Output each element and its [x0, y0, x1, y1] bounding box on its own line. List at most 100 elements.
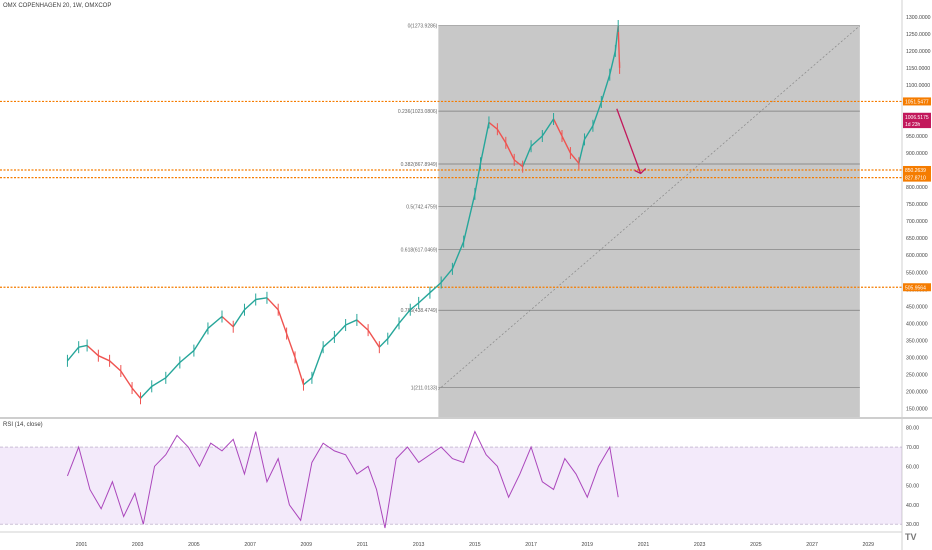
price-bar — [243, 298, 257, 311]
fib-level-label: 0.618(617.0469) — [401, 247, 438, 253]
price-label-badge — [903, 97, 931, 106]
chart-symbol-title[interactable]: OMX COPENHAGEN 20, 1W, OMXCOP — [3, 3, 112, 9]
trend-line-dashed — [438, 25, 861, 391]
rsi-title[interactable]: RSI (14, close) — [3, 422, 43, 428]
time-axis-tick: 2029 — [863, 542, 875, 548]
rsi-axis-tick: 40.00 — [906, 503, 919, 509]
price-label-text: 827.8710 — [905, 176, 926, 182]
price-bar — [139, 385, 153, 399]
time-axis-tick: 2013 — [413, 542, 425, 548]
price-axis-tick: 800.0000 — [906, 185, 928, 191]
price-axis-tick: 350.0000 — [906, 338, 928, 344]
price-bar — [345, 319, 358, 326]
price-axis-tick: 1200.0000 — [906, 49, 931, 55]
projection-arrow — [616, 108, 642, 174]
price-label-badge — [903, 173, 931, 182]
price-bar — [462, 193, 476, 242]
price-bar — [541, 118, 555, 137]
price-bar — [409, 302, 420, 311]
time-axis-tick: 2017 — [525, 542, 537, 548]
rsi-axis-tick: 50.00 — [906, 484, 919, 490]
time-axis-tick: 2025 — [750, 542, 762, 548]
price-label-text: 1d 23h — [905, 122, 921, 128]
time-axis-tick: 2027 — [806, 542, 818, 548]
price-bar — [440, 268, 453, 283]
time-axis-tick: 2019 — [582, 542, 594, 548]
price-label-badge — [903, 120, 931, 129]
price-bar — [513, 159, 524, 168]
price-bar — [451, 241, 465, 270]
price-bar — [522, 145, 532, 167]
rsi-axis-tick: 80.00 — [906, 426, 919, 432]
rsi-axis-tick: 70.00 — [906, 445, 919, 451]
price-bar — [179, 350, 195, 364]
price-bar — [356, 319, 369, 331]
price-bar — [303, 377, 313, 386]
price-bar — [378, 338, 389, 348]
price-label-badge — [903, 165, 931, 174]
time-axis-tick: 2023 — [694, 542, 706, 548]
price-axis-tick: 450.0000 — [906, 304, 928, 310]
price-label-text: 1006.5175 — [905, 115, 929, 121]
fib-level-label: 0(1273.9286) — [408, 24, 438, 30]
price-bar — [429, 281, 442, 294]
price-axis-tick: 700.0000 — [906, 219, 928, 225]
fib-level-label: 0.236(1023.0806) — [398, 109, 438, 115]
time-axis-tick: 2001 — [76, 542, 88, 548]
price-axis-tick: 1250.0000 — [906, 32, 931, 38]
price-bar — [474, 163, 482, 195]
price-bar — [561, 135, 572, 154]
price-axis-tick: 150.0000 — [906, 406, 928, 412]
rsi-band — [0, 447, 902, 525]
price-bar — [221, 316, 234, 328]
fib-level-label: 1(211.0133) — [411, 386, 438, 392]
rsi-axis-tick: 60.00 — [906, 464, 919, 470]
price-bar — [66, 346, 80, 362]
price-bar — [552, 118, 563, 137]
price-axis-tick: 1100.0000 — [906, 83, 930, 89]
price-bar — [255, 297, 268, 301]
time-axis-tick: 2003 — [132, 542, 144, 548]
price-bar — [120, 370, 133, 389]
price-bar — [418, 292, 431, 304]
price-bar — [578, 139, 586, 164]
fib-level-label: 0.786(438.4749) — [401, 308, 438, 314]
price-axis-tick: 600.0000 — [906, 253, 928, 259]
fib-retracement-box — [438, 25, 860, 418]
fib-level-label: 0.382(867.8949) — [401, 162, 438, 168]
price-axis-tick: 1300.0000 — [906, 15, 931, 21]
price-axis-tick: 950.0000 — [906, 134, 928, 140]
price-bar — [592, 101, 602, 127]
fib-level-label: 0.5(742.4759) — [406, 205, 437, 211]
price-bar — [78, 344, 88, 348]
price-bar — [322, 336, 335, 348]
price-axis-tick: 300.0000 — [906, 355, 928, 361]
price-axis-tick: 900.0000 — [906, 151, 928, 157]
time-axis-tick: 2021 — [638, 542, 650, 548]
price-axis-tick: 400.0000 — [906, 321, 928, 327]
price-bar — [207, 315, 223, 329]
price-bar — [151, 377, 167, 387]
price-bar — [583, 125, 594, 140]
price-bar — [488, 121, 498, 130]
price-axis-tick: 650.0000 — [906, 236, 928, 242]
projection-arrow-head — [634, 168, 647, 175]
price-bar — [285, 333, 296, 358]
time-axis-tick: 2005 — [188, 542, 200, 548]
price-bar — [530, 135, 543, 147]
price-bar — [505, 142, 515, 161]
price-bar — [367, 329, 380, 348]
price-bar — [165, 362, 181, 379]
tradingview-logo-icon[interactable]: TV — [905, 532, 917, 542]
time-axis-tick: 2015 — [469, 542, 481, 548]
price-axis-tick: 1150.0000 — [906, 66, 930, 72]
price-bar — [131, 387, 142, 399]
price-bar — [398, 309, 411, 324]
price-label-text: 505.9564 — [905, 285, 926, 291]
price-bar — [333, 324, 347, 338]
rsi-line — [66, 430, 619, 529]
time-axis-tick: 2011 — [357, 542, 368, 548]
price-bar — [86, 344, 99, 357]
price-bar — [600, 74, 611, 103]
